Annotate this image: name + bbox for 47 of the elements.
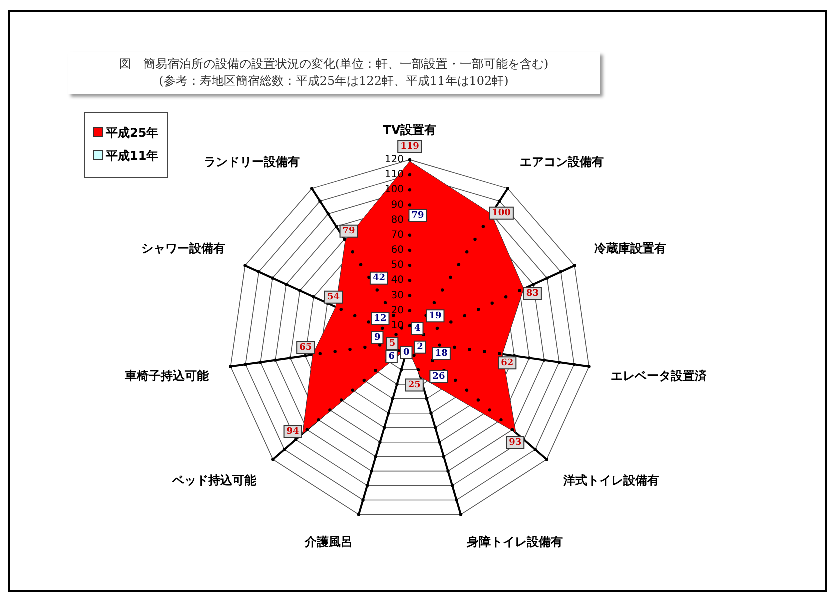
y-tick-label: 20 (391, 305, 404, 316)
data-label: 119 (400, 142, 420, 152)
data-label: 6 (388, 352, 395, 362)
chart-title: 図 簡易宿泊所の設備の設置状況の変化(単位：軒、一部設置・一部可能を含む) (118, 56, 550, 73)
legend-label: 平成11年 (106, 149, 159, 163)
y-tick-label: 40 (391, 275, 404, 286)
data-label: 4 (414, 324, 421, 334)
spoke-label: 洋式トイレ設備有 (562, 473, 660, 488)
spoke-label: TV設置有 (383, 122, 437, 137)
data-label: 18 (435, 348, 448, 359)
data-label: 5 (389, 339, 396, 350)
y-tick-label: 120 (384, 154, 404, 166)
data-label: 42 (372, 274, 386, 284)
data-label: 25 (408, 380, 421, 391)
spoke-label: 介護風呂 (304, 535, 353, 550)
data-label: 12 (374, 314, 387, 324)
spoke-label: シャワー設備有 (141, 242, 226, 256)
data-label: 65 (300, 343, 312, 354)
data-label: 79 (342, 226, 356, 237)
data-label: 26 (432, 372, 446, 382)
data-label: 79 (412, 211, 424, 222)
legend-label: 平成25年 (106, 126, 159, 140)
data-label: 100 (492, 208, 511, 219)
spoke-label: 冷蔵庫設置有 (594, 242, 667, 256)
data-label: 83 (526, 289, 539, 300)
spoke-label: 身障トイレ設備有 (466, 535, 564, 550)
spoke-label: ランドリー設備有 (204, 155, 300, 170)
y-tick-label: 30 (391, 290, 404, 302)
y-tick-label: 90 (391, 200, 404, 211)
y-tick-label: 80 (391, 214, 404, 226)
data-label: 93 (509, 438, 522, 448)
y-tick-label: 50 (391, 260, 404, 272)
spoke-label: ベッド持込可能 (172, 473, 258, 488)
data-label: 94 (286, 427, 300, 438)
data-label: 9 (374, 332, 381, 343)
y-tick-label: 70 (391, 230, 404, 241)
chart-subtitle: (参考：寿地区簡宿総数：平成25年は122軒、平成11年は102軒) (158, 73, 510, 90)
y-tick-label: 60 (391, 245, 404, 256)
data-label: 0 (403, 348, 410, 358)
spoke-label: 車椅子持込可能 (124, 369, 210, 384)
spoke-label: エアコン設備有 (520, 155, 604, 170)
data-label: 19 (429, 312, 442, 322)
data-label: 62 (501, 358, 514, 368)
spoke-label: エレベータ設置済 (611, 369, 708, 384)
data-label: 54 (327, 292, 340, 303)
y-tick-label: 100 (384, 184, 404, 196)
data-label: 2 (417, 342, 424, 353)
